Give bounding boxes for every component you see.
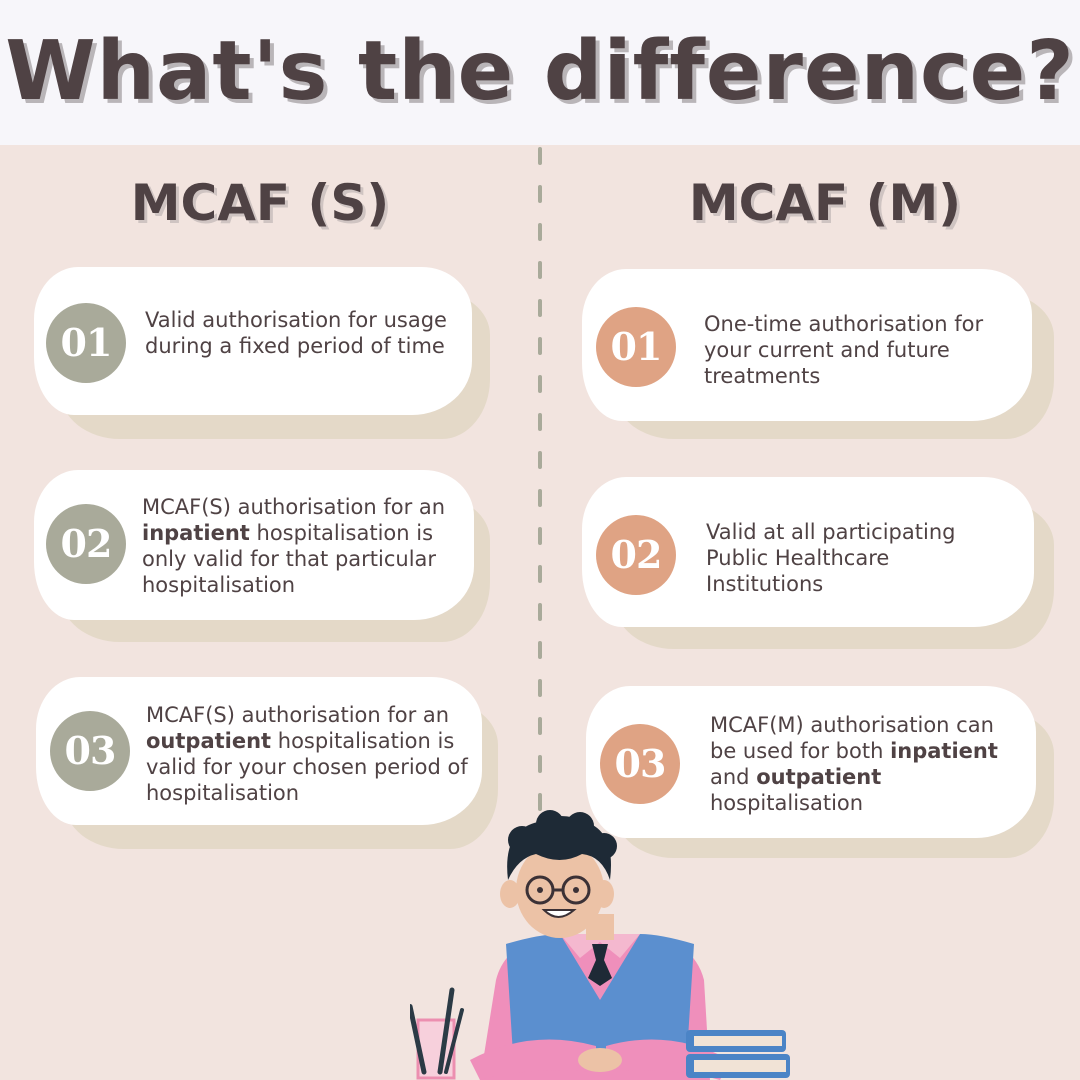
card-text: MCAF(S) authorisation for an inpatient h… bbox=[142, 495, 446, 597]
books-icon bbox=[686, 1030, 790, 1078]
card-mcaf-m-03: 03 MCAF(M) authorisation can be used for… bbox=[584, 682, 1060, 862]
heading-mcaf-m: MCAF (M) bbox=[688, 174, 962, 232]
student-at-desk-illustration bbox=[410, 810, 790, 1080]
number-badge: 01 bbox=[596, 307, 676, 387]
card-text: Valid at all participating Public Health… bbox=[706, 520, 956, 596]
card-mcaf-s-03: 03 MCAF(S) authorisation for an outpatie… bbox=[34, 675, 504, 855]
card-text: MCAF(M) authorisation can be used for bo… bbox=[710, 713, 998, 815]
heading-mcaf-s: MCAF (S) bbox=[130, 174, 390, 232]
card-mcaf-s-02: 02 MCAF(S) authorisation for an inpatien… bbox=[30, 468, 500, 648]
card-text: One-time authorisation for your current … bbox=[704, 312, 984, 388]
card-mcaf-s-01: 01 Valid authorisation for usage during … bbox=[30, 265, 500, 445]
column-divider bbox=[538, 147, 542, 823]
card-mcaf-m-01: 01 One-time authorisation for your curre… bbox=[580, 265, 1060, 445]
card-mcaf-m-02: 02 Valid at all participating Public Hea… bbox=[580, 475, 1060, 655]
number-badge: 02 bbox=[596, 515, 676, 595]
glasses-icon bbox=[525, 875, 591, 905]
emphasis-outpatient: outpatient bbox=[756, 765, 882, 789]
number-badge: 03 bbox=[50, 711, 130, 791]
emphasis-outpatient: outpatient bbox=[146, 729, 272, 753]
emphasis-inpatient: inpatient bbox=[142, 521, 250, 545]
card-text: Valid authorisation for usage during a f… bbox=[145, 308, 447, 358]
card-text: MCAF(S) authorisation for an outpatient … bbox=[146, 703, 468, 805]
pencil-cup-icon bbox=[410, 987, 464, 1080]
header-band bbox=[0, 0, 1080, 145]
page-title: What's the difference? bbox=[5, 24, 1075, 119]
emphasis-inpatient: inpatient bbox=[890, 739, 998, 763]
number-badge: 03 bbox=[600, 724, 680, 804]
number-badge: 02 bbox=[46, 504, 126, 584]
number-badge: 01 bbox=[46, 303, 126, 383]
